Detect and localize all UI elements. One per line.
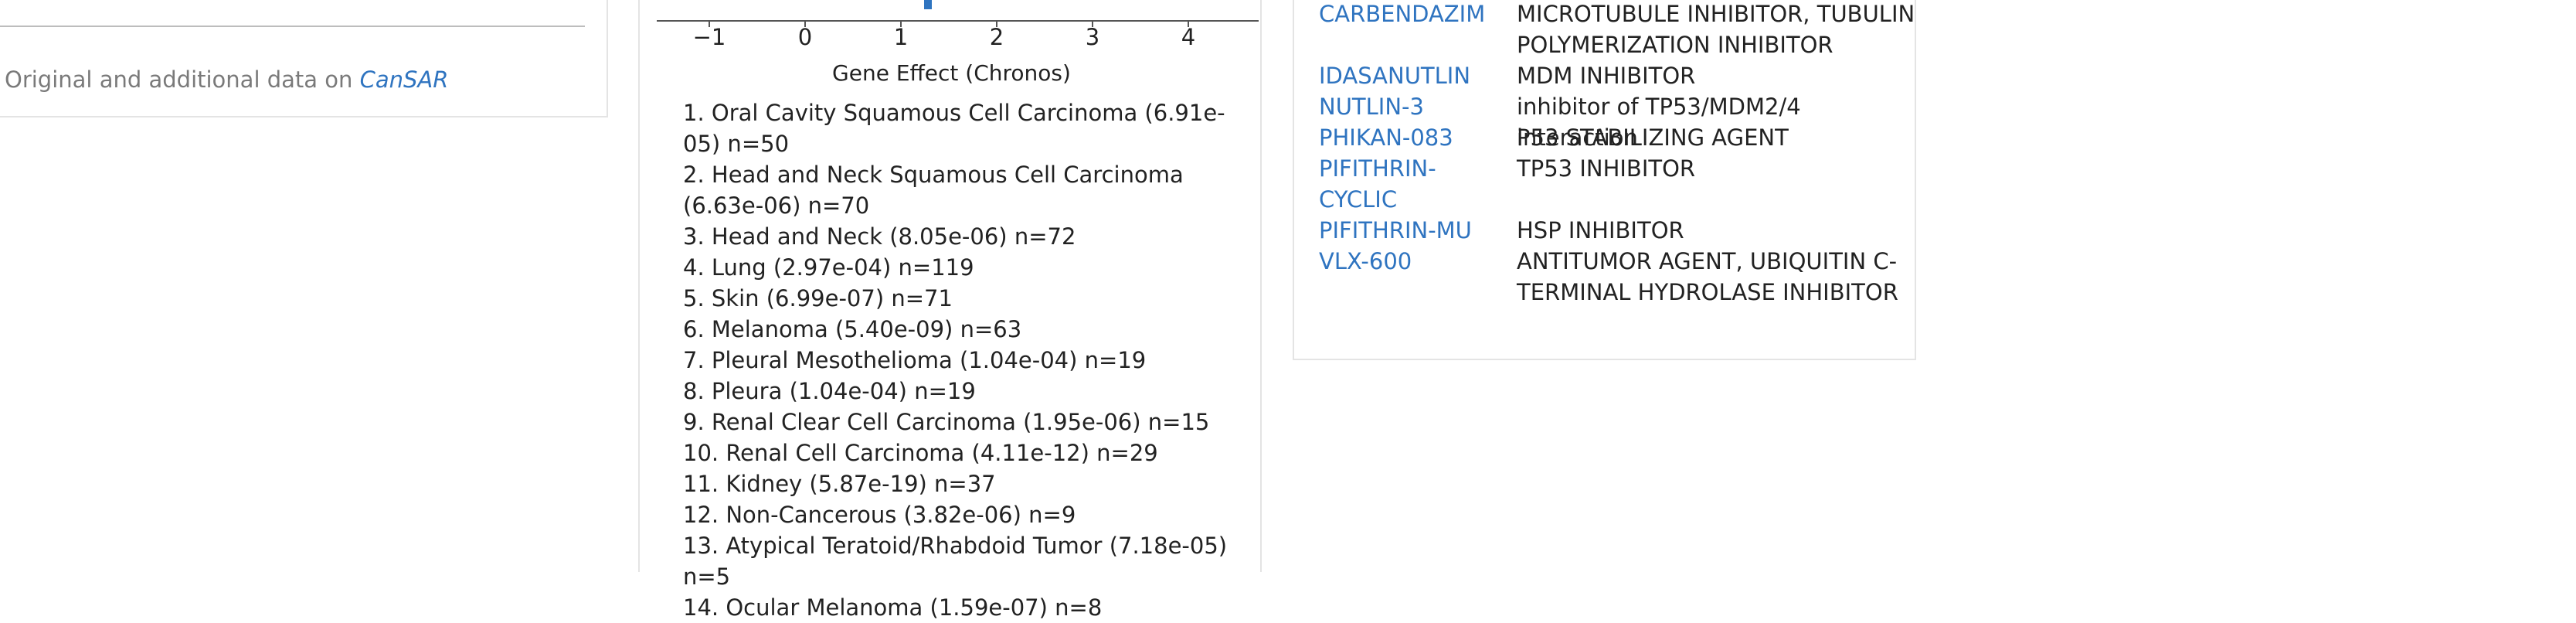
lineage-panel: −1 0 1 2 3 4 Gene Effect (Chronos) 1. Oral Ca… — [638, 0, 1262, 621]
axis-tick-label: 1 — [894, 24, 908, 50]
drug-description: ANTITUMOR AGENT, UBIQUITIN C-TERMINAL HY… — [1517, 248, 1898, 305]
axis-tick-label: −1 — [693, 24, 726, 50]
left-panel: Original and additional data on CanSAR — [0, 0, 608, 117]
axis-tick-label: 4 — [1181, 24, 1195, 50]
drug-description: TP53 INHIBITOR — [1517, 155, 1696, 182]
drug-row: CARBENDAZIM MICROTUBULE INHIBITOR, TUBULI… — [1319, 0, 1915, 60]
gene-effect-axis: −1 0 1 2 3 4 — [657, 0, 1259, 50]
lineage-item: 14. Ocular Melanoma (1.59e-07) n=8 — [683, 594, 1103, 621]
lineage-item: 7. Pleural Mesothelioma (1.04e-04) n=19 — [683, 347, 1147, 373]
axis-tick-label: 0 — [798, 24, 812, 50]
source-note-prefix: Original and additional data on — [5, 66, 353, 93]
drug-description: HSP INHIBITOR — [1517, 217, 1684, 243]
drug-description: MDM INHIBITOR — [1517, 63, 1696, 89]
lineage-item: 2. Head and Neck Squamous Cell Carcinoma… — [683, 162, 1184, 219]
lineage-item: 3. Head and Neck (8.05e-06) n=72 — [683, 223, 1076, 250]
drug-name-link[interactable]: VLX-600 — [1319, 248, 1412, 274]
drug-description: inhibitor of TP53/MDM2/4 interaction — [1517, 94, 1801, 151]
lineage-item: 12. Non-Cancerous (3.82e-06) n=9 — [683, 502, 1076, 528]
drug-row: PHIKAN-083 P53 STABILIZING AGENT — [1319, 122, 1891, 153]
lineage-item: 4. Lung (2.97e-04) n=119 — [683, 254, 974, 281]
drug-name-link[interactable]: PHIKAN-083 — [1319, 124, 1453, 151]
lineage-item: 6. Melanoma (5.40e-09) n=63 — [683, 316, 1022, 342]
lineage-item: 10. Renal Cell Carcinoma (4.11e-12) n=29 — [683, 440, 1158, 466]
lineage-item: 13. Atypical Teratoid/Rhabdoid Tumor (7.… — [683, 533, 1228, 590]
drug-row: PIFITHRIN-MU HSP INHIBITOR — [1319, 215, 1891, 246]
drug-name-link[interactable]: NUTLIN-3 — [1319, 94, 1424, 120]
axis-ticks: −1 0 1 2 3 4 — [693, 21, 1195, 50]
drug-name-link[interactable]: CARBENDAZIM — [1319, 1, 1486, 27]
lineage-item: 1. Oral Cavity Squamous Cell Carcinoma (… — [683, 100, 1225, 157]
lineage-list: 1. Oral Cavity Squamous Cell Carcinoma (… — [683, 97, 1255, 623]
drug-row: VLX-600 ANTITUMOR AGENT, UBIQUITIN C-TERM… — [1319, 246, 1898, 308]
drug-row: NUTLIN-3 inhibitor of TP53/MDM2/4 interac… — [1319, 91, 1891, 151]
axis-tick-label: 2 — [990, 24, 1004, 50]
source-note: Original and additional data on CanSAR — [5, 66, 448, 93]
axis-tick-label: 3 — [1086, 24, 1099, 50]
axis-title: Gene Effect (Chronos) — [832, 60, 1071, 86]
drug-name-link[interactable]: PIFITHRIN-MU — [1319, 217, 1472, 243]
partial-plot-mark — [924, 0, 932, 9]
cansar-link[interactable]: CanSAR — [359, 66, 449, 93]
lineage-item: 11. Kidney (5.87e-19) n=37 — [683, 471, 996, 497]
lineage-item: 8. Pleura (1.04e-04) n=19 — [683, 378, 976, 404]
drug-name-link[interactable]: PIFITHRIN-CYCLIC — [1319, 155, 1436, 213]
drug-row: IDASANUTLIN MDM INHIBITOR — [1319, 60, 1891, 91]
lineage-item: 9. Renal Clear Cell Carcinoma (1.95e-06)… — [683, 409, 1210, 435]
drug-description: MICROTUBULE INHIBITOR, TUBULIN POLYMERIZ… — [1517, 1, 1915, 58]
divider — [0, 26, 585, 27]
lineage-item: 5. Skin (6.99e-07) n=71 — [683, 285, 953, 312]
drug-name-link[interactable]: IDASANUTLIN — [1319, 63, 1471, 89]
drug-description: P53 STABILIZING AGENT — [1517, 124, 1789, 151]
drug-row: PIFITHRIN-CYCLIC TP53 INHIBITOR — [1319, 153, 1891, 215]
drug-panel: CARBENDAZIM MICROTUBULE INHIBITOR, TUBULI… — [1293, 0, 1916, 360]
